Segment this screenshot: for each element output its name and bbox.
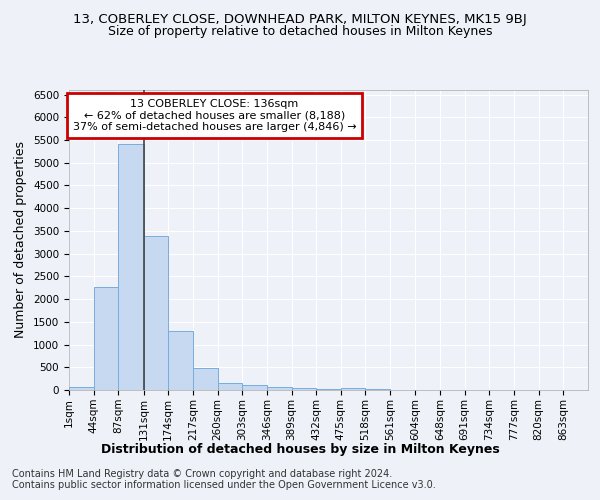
Bar <box>193 368 218 390</box>
Text: Distribution of detached houses by size in Milton Keynes: Distribution of detached houses by size … <box>101 442 499 456</box>
Bar <box>242 386 267 390</box>
Bar <box>267 387 292 390</box>
Bar <box>218 382 242 390</box>
Bar <box>168 332 193 390</box>
Bar <box>118 144 143 390</box>
Bar <box>94 287 118 390</box>
Text: Size of property relative to detached houses in Milton Keynes: Size of property relative to detached ho… <box>108 25 492 38</box>
Bar <box>143 236 168 390</box>
Bar <box>69 387 94 390</box>
Text: 13, COBERLEY CLOSE, DOWNHEAD PARK, MILTON KEYNES, MK15 9BJ: 13, COBERLEY CLOSE, DOWNHEAD PARK, MILTO… <box>73 12 527 26</box>
Text: Contains HM Land Registry data © Crown copyright and database right 2024.: Contains HM Land Registry data © Crown c… <box>12 469 392 479</box>
Y-axis label: Number of detached properties: Number of detached properties <box>14 142 28 338</box>
Text: Contains public sector information licensed under the Open Government Licence v3: Contains public sector information licen… <box>12 480 436 490</box>
Bar <box>341 388 365 390</box>
Bar <box>292 388 316 390</box>
Text: 13 COBERLEY CLOSE: 136sqm
← 62% of detached houses are smaller (8,188)
37% of se: 13 COBERLEY CLOSE: 136sqm ← 62% of detac… <box>73 99 356 132</box>
Bar <box>316 388 341 390</box>
